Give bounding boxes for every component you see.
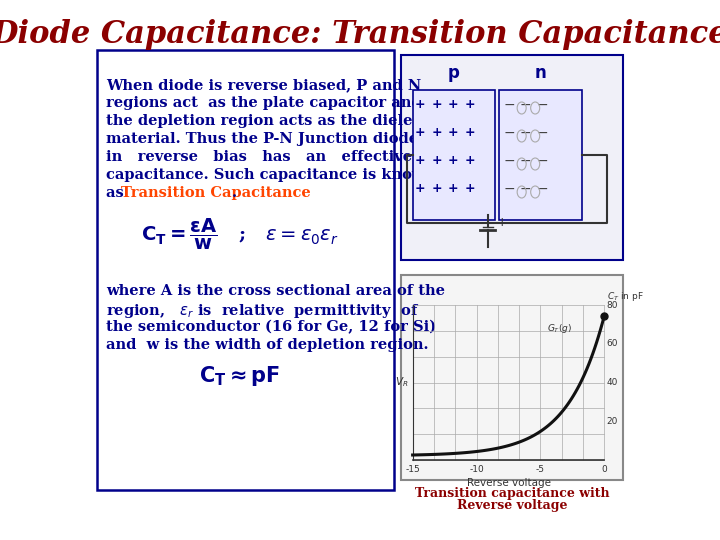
Text: 60: 60: [607, 339, 618, 348]
Text: +: +: [415, 98, 426, 111]
Text: -10: -10: [469, 465, 484, 474]
Text: .: .: [232, 186, 237, 200]
Text: 40: 40: [607, 378, 618, 387]
Text: +: +: [448, 154, 459, 167]
Text: n: n: [534, 64, 546, 82]
Text: −: −: [520, 182, 531, 196]
Text: −: −: [520, 98, 531, 112]
Text: Reverse voltage: Reverse voltage: [456, 500, 567, 512]
Text: When diode is reverse biased, P and N: When diode is reverse biased, P and N: [106, 78, 421, 92]
Text: Reverse voltage: Reverse voltage: [467, 478, 551, 488]
Text: region,   $\varepsilon_r$ is  relative  permittivity  of: region, $\varepsilon_r$ is relative perm…: [106, 302, 419, 320]
Bar: [413, 90, 495, 220]
Text: −: −: [520, 126, 531, 140]
Text: material. Thus the P-N Junction diode: material. Thus the P-N Junction diode: [106, 132, 418, 146]
Text: -15: -15: [405, 465, 420, 474]
Text: where A is the cross sectional area of the: where A is the cross sectional area of t…: [106, 284, 445, 298]
Text: +: +: [464, 154, 475, 167]
Text: $V_{R}$: $V_{R}$: [395, 376, 409, 389]
Text: +: +: [431, 98, 442, 111]
Text: -5: -5: [536, 465, 545, 474]
Text: regions act  as the plate capacitor and: regions act as the plate capacitor and: [106, 96, 421, 110]
Text: Transition capacitance with: Transition capacitance with: [415, 487, 609, 500]
Text: $\mathbf{C_T \approx pF}$: $\mathbf{C_T \approx pF}$: [199, 364, 280, 388]
Text: the depletion region acts as the dielectric: the depletion region acts as the dielect…: [106, 114, 450, 128]
Text: $G_T(g)$: $G_T(g)$: [547, 322, 572, 335]
Text: the semiconductor (16 for Ge, 12 for Si): the semiconductor (16 for Ge, 12 for Si): [106, 320, 436, 334]
FancyBboxPatch shape: [401, 275, 624, 480]
Text: +: +: [464, 126, 475, 139]
Text: +: +: [415, 154, 426, 167]
Text: +: +: [448, 126, 459, 139]
Text: +: +: [464, 98, 475, 111]
Text: −: −: [503, 126, 515, 140]
Text: −: −: [503, 182, 515, 196]
Text: −: −: [536, 98, 548, 112]
Text: 20: 20: [607, 417, 618, 426]
Text: +: +: [415, 126, 426, 139]
Text: +: +: [448, 98, 459, 111]
Text: −: −: [536, 154, 548, 168]
Text: −: −: [536, 182, 548, 196]
Text: capacitance. Such capacitance is known: capacitance. Such capacitance is known: [106, 168, 435, 182]
Text: Transition Capacitance: Transition Capacitance: [121, 186, 310, 200]
Text: +: +: [415, 183, 426, 195]
Text: +: +: [464, 183, 475, 195]
Text: −: −: [503, 154, 515, 168]
Text: +: +: [431, 154, 442, 167]
Text: +: +: [448, 183, 459, 195]
Text: +: +: [431, 126, 442, 139]
FancyBboxPatch shape: [401, 55, 624, 260]
Text: $C_T$ in pF: $C_T$ in pF: [607, 290, 643, 303]
Text: and  w is the width of depletion region.: and w is the width of depletion region.: [106, 338, 428, 352]
Text: p: p: [448, 64, 460, 82]
Text: 80: 80: [607, 300, 618, 309]
Text: +: +: [431, 183, 442, 195]
Text: as: as: [106, 186, 129, 200]
Text: +: +: [497, 217, 508, 230]
Text: −: −: [503, 98, 515, 112]
Text: $\mathbf{C_T = \dfrac{\varepsilon A}{w}}$   ;   $\varepsilon = \varepsilon_0 \va: $\mathbf{C_T = \dfrac{\varepsilon A}{w}}…: [141, 217, 338, 252]
Text: −: −: [468, 217, 479, 230]
Text: Diode Capacitance: Transition Capacitance: Diode Capacitance: Transition Capacitanc…: [0, 19, 720, 51]
Text: in   reverse   bias   has   an   effective: in reverse bias has an effective: [106, 150, 412, 164]
Text: −: −: [536, 126, 548, 140]
Bar: [499, 90, 582, 220]
FancyBboxPatch shape: [96, 50, 394, 490]
Text: −: −: [520, 154, 531, 168]
Text: 0: 0: [601, 465, 607, 474]
